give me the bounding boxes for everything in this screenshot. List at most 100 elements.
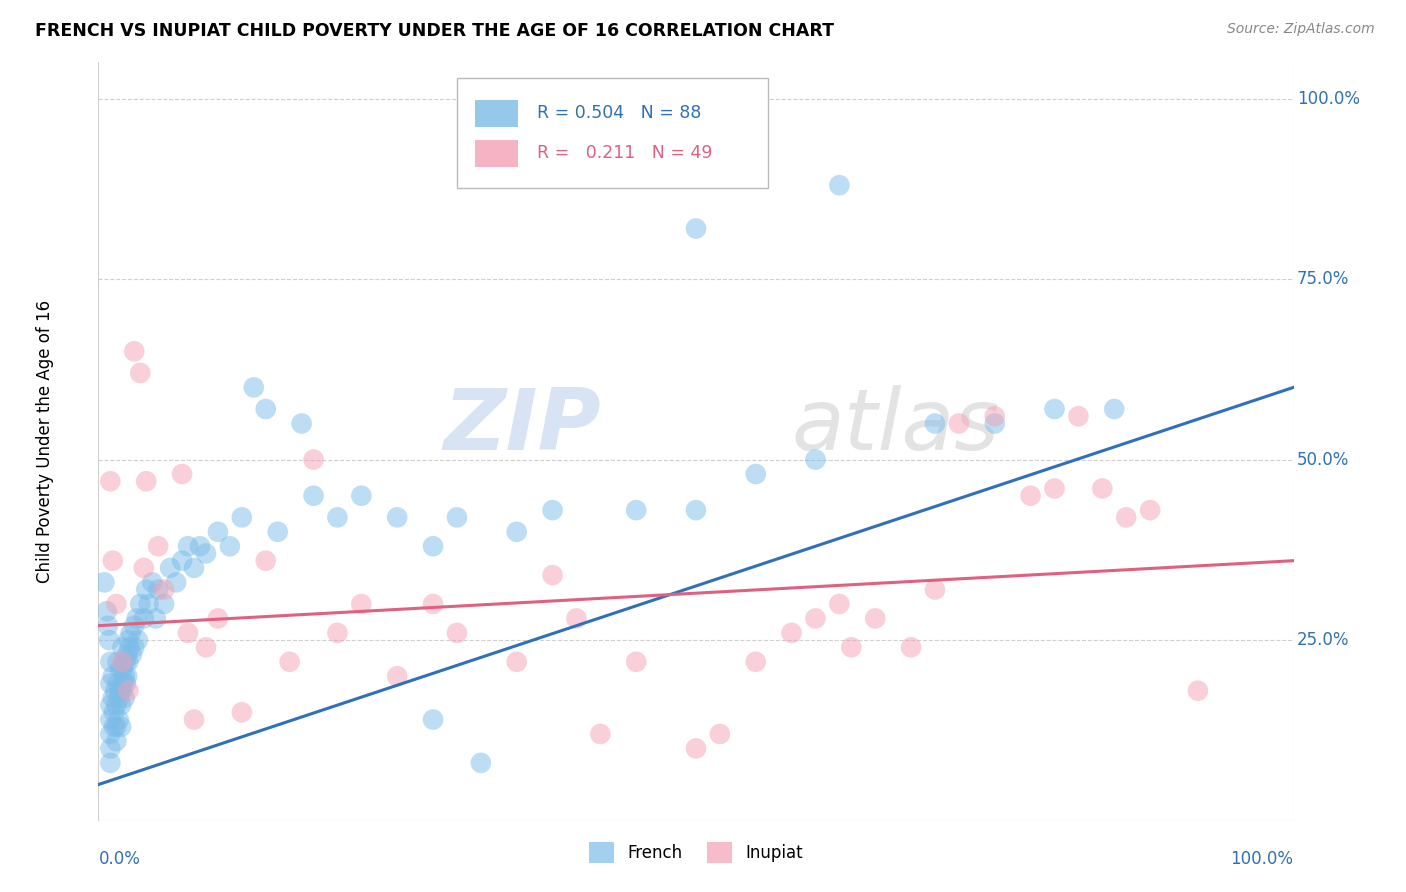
Point bbox=[98, 676, 122, 690]
Point bbox=[828, 178, 851, 193]
Point bbox=[98, 713, 122, 727]
Text: 50.0%: 50.0% bbox=[1298, 450, 1350, 468]
FancyBboxPatch shape bbox=[457, 78, 768, 187]
Text: 100.0%: 100.0% bbox=[1298, 89, 1360, 108]
Point bbox=[127, 633, 149, 648]
Point bbox=[132, 561, 155, 575]
Point bbox=[1043, 402, 1066, 417]
Point bbox=[118, 640, 141, 655]
Point bbox=[685, 741, 707, 756]
Point bbox=[804, 452, 827, 467]
Point bbox=[124, 640, 146, 655]
Point bbox=[278, 655, 301, 669]
Text: 25.0%: 25.0% bbox=[1298, 632, 1350, 649]
Point bbox=[108, 662, 131, 676]
Point bbox=[626, 503, 648, 517]
Point bbox=[302, 452, 325, 467]
Point bbox=[1139, 503, 1161, 517]
Point bbox=[172, 467, 194, 481]
Point bbox=[1043, 482, 1066, 496]
Point bbox=[195, 546, 218, 560]
Point bbox=[165, 575, 187, 590]
Point bbox=[101, 554, 124, 568]
Point bbox=[93, 575, 115, 590]
Point bbox=[172, 554, 194, 568]
Point bbox=[104, 683, 127, 698]
Point bbox=[1187, 683, 1209, 698]
Point bbox=[110, 720, 132, 734]
Point bbox=[626, 655, 648, 669]
Point bbox=[98, 698, 122, 712]
Point bbox=[302, 489, 325, 503]
Point bbox=[828, 597, 851, 611]
Point bbox=[506, 655, 529, 669]
Point bbox=[589, 727, 612, 741]
Point bbox=[111, 640, 134, 655]
Point bbox=[135, 582, 157, 597]
Point bbox=[107, 655, 129, 669]
Point bbox=[115, 655, 138, 669]
Point bbox=[115, 669, 138, 683]
Point bbox=[1067, 409, 1090, 424]
Point bbox=[105, 720, 128, 734]
Point bbox=[177, 626, 200, 640]
Point bbox=[105, 597, 128, 611]
Point bbox=[446, 510, 468, 524]
Point bbox=[135, 475, 157, 489]
Text: 75.0%: 75.0% bbox=[1298, 270, 1350, 288]
Point bbox=[148, 539, 170, 553]
Point bbox=[207, 611, 229, 625]
Point bbox=[98, 727, 122, 741]
Point bbox=[105, 698, 128, 712]
Text: Child Poverty Under the Age of 16: Child Poverty Under the Age of 16 bbox=[35, 300, 53, 583]
Point bbox=[900, 640, 922, 655]
Point bbox=[107, 676, 129, 690]
Point bbox=[291, 417, 314, 431]
Text: ZIP: ZIP bbox=[443, 384, 600, 468]
Point bbox=[138, 597, 160, 611]
Point bbox=[110, 698, 132, 712]
Point bbox=[541, 503, 564, 517]
Point bbox=[470, 756, 492, 770]
Point bbox=[183, 713, 205, 727]
Point bbox=[124, 618, 146, 632]
Point bbox=[117, 683, 139, 698]
Point bbox=[231, 706, 253, 720]
Point bbox=[565, 611, 588, 625]
Point bbox=[125, 611, 148, 625]
Point bbox=[267, 524, 290, 539]
Point bbox=[107, 713, 129, 727]
Legend: French, Inupiat: French, Inupiat bbox=[582, 836, 810, 869]
Point bbox=[948, 417, 970, 431]
Text: FRENCH VS INUPIAT CHILD POVERTY UNDER THE AGE OF 16 CORRELATION CHART: FRENCH VS INUPIAT CHILD POVERTY UNDER TH… bbox=[35, 22, 834, 40]
Text: 100.0%: 100.0% bbox=[1230, 849, 1294, 868]
Text: R =   0.211   N = 49: R = 0.211 N = 49 bbox=[537, 145, 713, 162]
Point bbox=[422, 539, 444, 553]
Point bbox=[97, 618, 120, 632]
Point bbox=[114, 669, 136, 683]
Point bbox=[1019, 489, 1042, 503]
Point bbox=[385, 510, 409, 524]
Point bbox=[103, 706, 125, 720]
Point bbox=[841, 640, 863, 655]
Point bbox=[111, 655, 134, 669]
Text: 0.0%: 0.0% bbox=[98, 849, 141, 868]
FancyBboxPatch shape bbox=[475, 140, 517, 167]
Point bbox=[124, 344, 146, 359]
Point bbox=[1091, 482, 1114, 496]
Point bbox=[865, 611, 887, 625]
Point bbox=[98, 475, 122, 489]
Point bbox=[117, 655, 139, 669]
Point bbox=[745, 467, 768, 481]
Point bbox=[254, 554, 277, 568]
Point bbox=[117, 633, 139, 648]
Point bbox=[350, 597, 373, 611]
Point bbox=[107, 690, 129, 705]
Point bbox=[111, 662, 134, 676]
Point bbox=[101, 690, 124, 705]
Point bbox=[984, 417, 1007, 431]
Point bbox=[115, 648, 138, 662]
Point bbox=[112, 655, 135, 669]
Point bbox=[984, 409, 1007, 424]
Point bbox=[685, 221, 707, 235]
